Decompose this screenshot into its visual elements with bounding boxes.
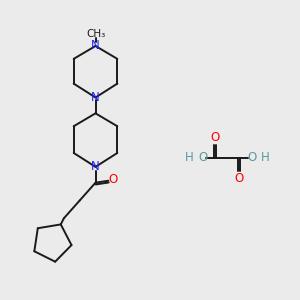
Text: O: O <box>235 172 244 185</box>
Text: CH₃: CH₃ <box>86 29 105 39</box>
Text: N: N <box>91 40 100 52</box>
Text: N: N <box>91 91 100 104</box>
Text: H: H <box>261 152 269 164</box>
Text: N: N <box>91 160 100 173</box>
Text: H: H <box>185 152 194 164</box>
Text: O: O <box>248 152 257 164</box>
Text: O: O <box>198 152 207 164</box>
Text: O: O <box>109 173 118 186</box>
Text: O: O <box>211 130 220 144</box>
